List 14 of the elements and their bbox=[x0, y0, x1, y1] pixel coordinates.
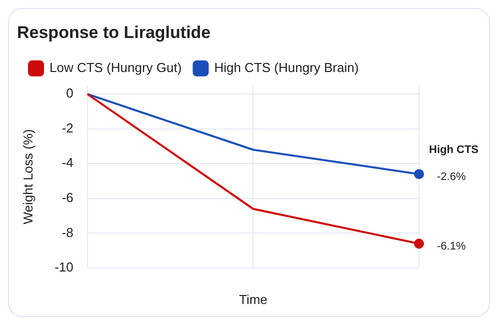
text: -6.1% bbox=[437, 240, 466, 253]
x-axis-title: Time bbox=[238, 292, 268, 307]
legend-label: Low CTS (Hungry Gut) bbox=[50, 60, 182, 75]
y-axis-title: Weight Loss (%) bbox=[20, 129, 36, 224]
text: High CTS bbox=[429, 144, 478, 156]
y-tick-label: -2 bbox=[62, 120, 74, 136]
y-tick-label: -8 bbox=[62, 224, 74, 240]
y-tick-label: -4 bbox=[62, 155, 74, 170]
legend-label: High CTS (Hungry Brain) bbox=[214, 60, 359, 75]
y-tick-label: 0 bbox=[66, 86, 74, 101]
y-tick-label: -6 bbox=[62, 190, 74, 206]
y-tick-label: -10 bbox=[54, 260, 74, 275]
chart-title: Response to Liraglutide bbox=[17, 22, 211, 42]
text: -2.6% bbox=[437, 171, 466, 184]
